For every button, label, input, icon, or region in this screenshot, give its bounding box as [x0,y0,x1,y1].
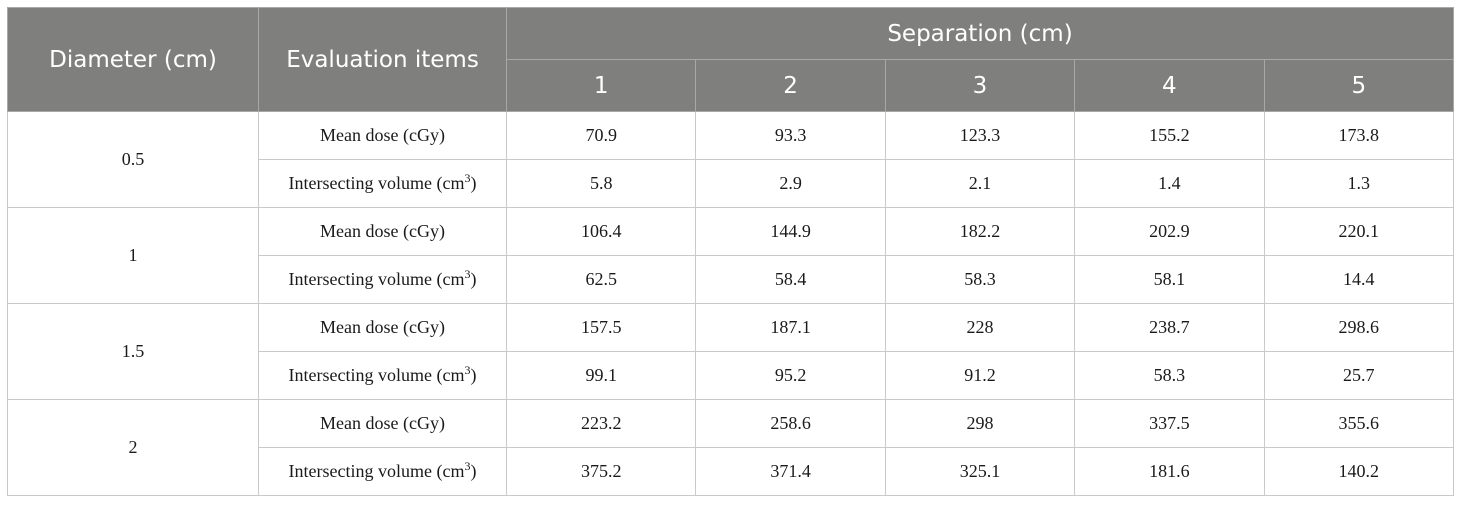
diameter-cell: 1 [7,207,259,304]
value-cell: 173.8 [1263,111,1454,160]
value-cell: 123.3 [884,111,1076,160]
value-cell: 62.5 [505,255,697,304]
separation-col-header: 1 [505,59,697,112]
item-close: ) [470,461,477,481]
value-cell: 93.3 [695,111,886,160]
item-text: Intersecting volume (cm [288,173,465,193]
table-row: 1 Mean dose (cGy) 106.4 144.9 182.2 202.… [7,207,1454,304]
value-cell: 228 [884,303,1076,352]
separation-col-header: 4 [1074,59,1265,112]
separation-col-header: 5 [1263,59,1454,112]
value-cell: 202.9 [1074,207,1265,256]
value-cell: 298.6 [1263,303,1454,352]
dose-table: Diameter (cm) Evaluation items Separatio… [7,7,1454,496]
value-cell: 375.2 [505,447,697,496]
item-close: ) [470,269,477,289]
value-cell: 187.1 [695,303,886,352]
value-cell: 238.7 [1074,303,1265,352]
value-cell: 14.4 [1263,255,1454,304]
unit-exponent: 3 [464,459,471,473]
value-cell: 91.2 [884,351,1076,400]
diameter-cell: 0.5 [7,111,259,208]
table-header: Diameter (cm) Evaluation items Separatio… [7,7,1454,112]
value-cell: 58.3 [884,255,1076,304]
value-cell: 25.7 [1263,351,1454,400]
evaluation-item-cell: Intersecting volume (cm3) [258,351,507,400]
value-cell: 95.2 [695,351,886,400]
item-close: ) [470,365,477,385]
table-body: 0.5 Mean dose (cGy) 70.9 93.3 123.3 155.… [7,111,1454,496]
evaluation-item-cell: Mean dose (cGy) [258,111,507,160]
table-row: 0.5 Mean dose (cGy) 70.9 93.3 123.3 155.… [7,111,1454,208]
value-cell: 325.1 [884,447,1076,496]
value-cell: 258.6 [695,399,886,448]
value-cell: 5.8 [505,159,697,208]
value-cell: 182.2 [884,207,1076,256]
value-cell: 355.6 [1263,399,1454,448]
table-row: Intersecting volume (cm3) 5.8 2.9 2.1 1.… [8,159,1454,208]
value-cell: 144.9 [695,207,886,256]
value-cell: 70.9 [505,111,697,160]
value-cell: 99.1 [505,351,697,400]
separation-col-header: 3 [884,59,1076,112]
value-cell: 155.2 [1074,111,1265,160]
item-text: Intersecting volume (cm [288,461,465,481]
item-text: Intersecting volume (cm [288,365,465,385]
evaluation-item-cell: Intersecting volume (cm3) [258,159,507,208]
value-cell: 140.2 [1263,447,1454,496]
item-text: Intersecting volume (cm [288,269,465,289]
value-cell: 298 [884,399,1076,448]
header-row-top: Diameter (cm) Evaluation items Separatio… [7,7,1454,112]
value-cell: 337.5 [1074,399,1265,448]
value-cell: 106.4 [505,207,697,256]
evaluation-item-cell: Mean dose (cGy) [258,303,507,352]
unit-exponent: 3 [464,267,471,281]
value-cell: 371.4 [695,447,886,496]
value-cell: 58.4 [695,255,886,304]
value-cell: 223.2 [505,399,697,448]
diameter-cell: 2 [7,399,259,496]
unit-exponent: 3 [464,171,471,185]
unit-exponent: 3 [464,363,471,377]
item-close: ) [470,173,477,193]
value-cell: 181.6 [1074,447,1265,496]
separation-header: Separation (cm) [506,7,1454,60]
header-row-separations: 1 2 3 4 5 [8,59,1454,112]
evaluation-item-cell: Mean dose (cGy) [258,399,507,448]
evaluation-item-cell: Mean dose (cGy) [258,207,507,256]
evaluation-items-header: Evaluation items [258,7,507,112]
table-row: 2 Mean dose (cGy) 223.2 258.6 298 337.5 … [7,399,1454,496]
diameter-cell: 1.5 [7,303,259,400]
value-cell: 1.3 [1263,159,1454,208]
value-cell: 1.4 [1074,159,1265,208]
value-cell: 220.1 [1263,207,1454,256]
value-cell: 58.1 [1074,255,1265,304]
table-row: Intersecting volume (cm3) 375.2 371.4 32… [8,447,1454,496]
value-cell: 2.1 [884,159,1076,208]
value-cell: 2.9 [695,159,886,208]
diameter-header: Diameter (cm) [7,7,259,112]
separation-col-header: 2 [695,59,886,112]
table-row: 1.5 Mean dose (cGy) 157.5 187.1 228 238.… [7,303,1454,400]
evaluation-item-cell: Intersecting volume (cm3) [258,255,507,304]
value-cell: 58.3 [1074,351,1265,400]
table-row: Intersecting volume (cm3) 62.5 58.4 58.3… [8,255,1454,304]
evaluation-item-cell: Intersecting volume (cm3) [258,447,507,496]
value-cell: 157.5 [505,303,697,352]
